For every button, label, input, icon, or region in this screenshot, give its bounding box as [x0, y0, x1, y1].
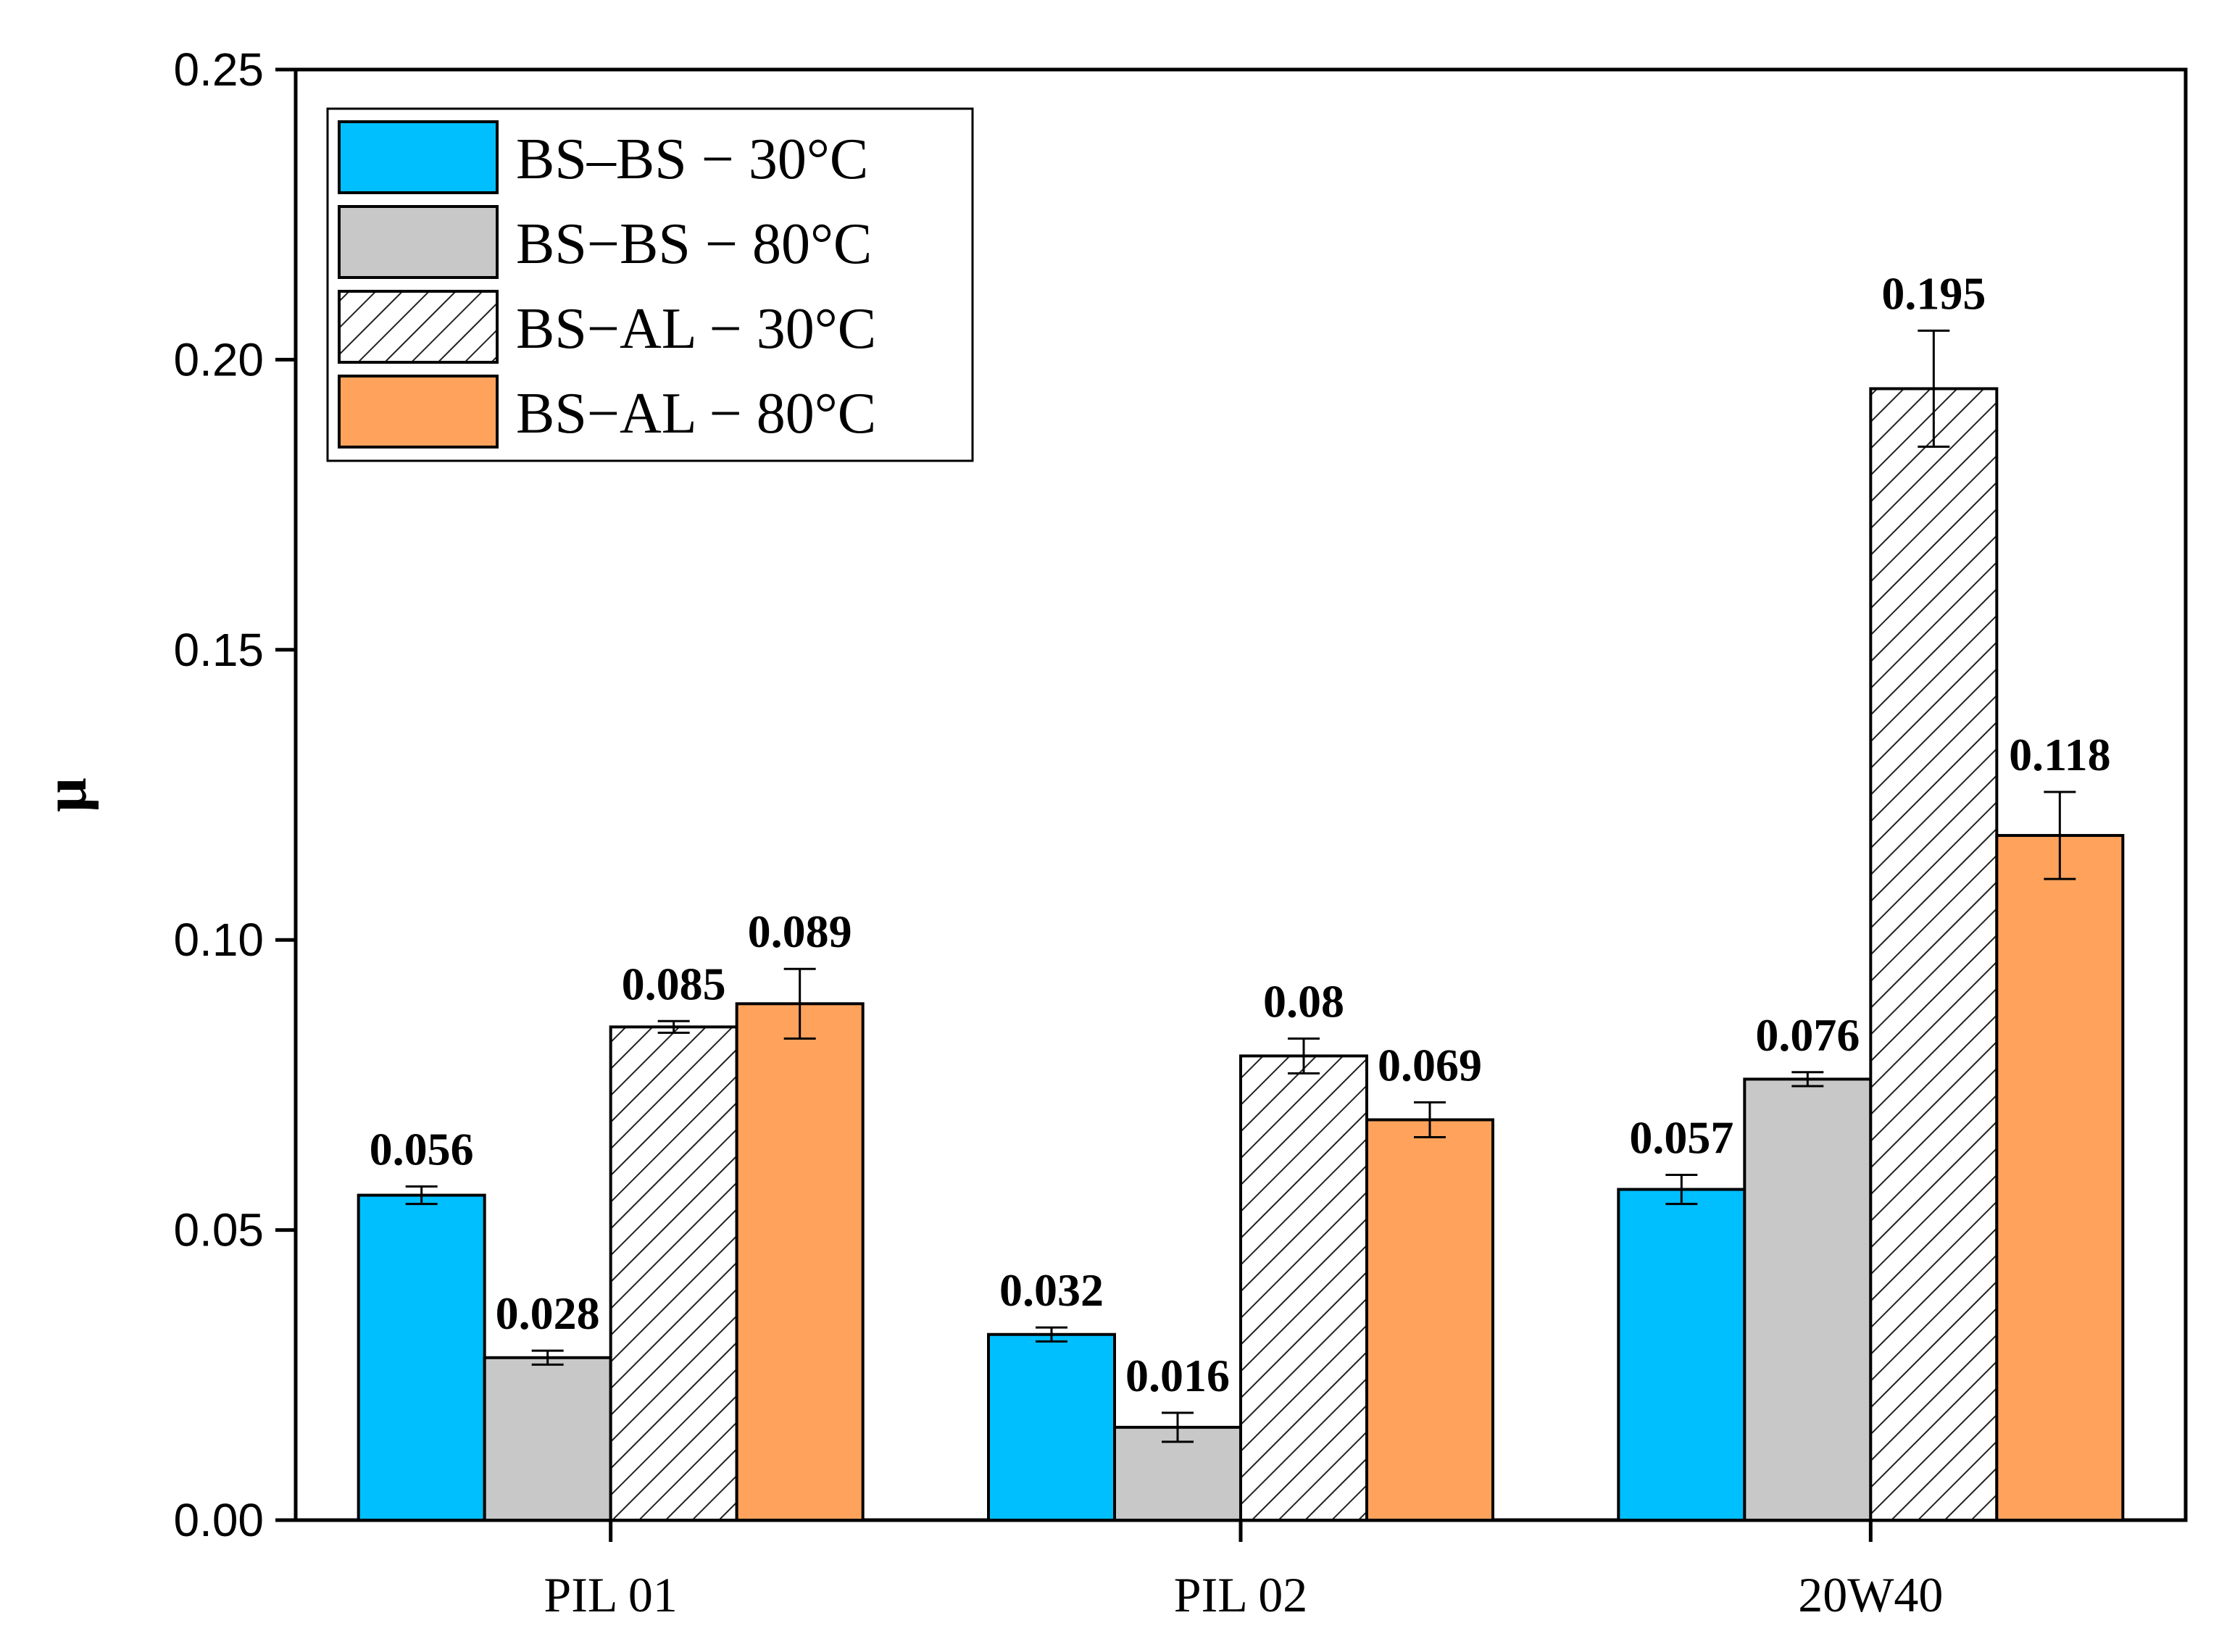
bar	[1869, 387, 1999, 1522]
x-tick-label: 20W40	[1798, 1567, 1943, 1622]
data-label: 0.057	[1629, 1112, 1733, 1164]
y-tick-label: 0.10	[173, 914, 264, 966]
y-tick-label: 0.05	[173, 1204, 264, 1256]
y-tick-label: 0.25	[173, 43, 264, 96]
y-tick-label: 0.15	[173, 624, 264, 676]
data-label: 0.028	[496, 1288, 600, 1339]
legend-label: BS–BS − 30°C	[516, 128, 868, 191]
legend-label: BS−AL − 30°C	[516, 297, 876, 361]
data-label: 0.118	[2009, 729, 2110, 780]
data-label: 0.032	[999, 1264, 1104, 1316]
y-tick-label: 0.00	[173, 1494, 264, 1546]
bar	[357, 1193, 486, 1522]
bar	[735, 1002, 865, 1522]
bar	[987, 1332, 1116, 1522]
legend-swatch	[338, 120, 499, 194]
data-label: 0.195	[1881, 267, 1986, 319]
legend: BS–BS − 30°C BS−BS − 80°C BS−AL − 30°C BS−A…	[326, 107, 974, 462]
bar-marks	[357, 329, 2125, 1522]
x-tick-label: PIL 01	[544, 1567, 677, 1622]
legend-swatch	[338, 375, 499, 449]
data-label: 0.08	[1263, 975, 1344, 1027]
bar	[1743, 1077, 1873, 1522]
bar	[1617, 1188, 1747, 1522]
x-tick-label: PIL 02	[1174, 1567, 1307, 1622]
bar	[1239, 1054, 1368, 1522]
data-label: 0.069	[1378, 1039, 1482, 1090]
legend-label: BS−BS − 80°C	[516, 212, 872, 276]
legend-swatch	[338, 205, 499, 279]
data-label: 0.016	[1125, 1350, 1230, 1401]
axes: 0.00 0.05 0.10 0.15 0.20 0.25 μ PIL 01 PIL 02 20W…	[32, 43, 1943, 1622]
y-tick-label: 0.20	[173, 333, 264, 385]
data-label: 0.056	[370, 1124, 474, 1175]
data-label: 0.076	[1755, 1009, 1860, 1061]
bar	[483, 1356, 612, 1522]
data-label: 0.085	[622, 958, 726, 1009]
legend-label: BS−AL − 80°C	[516, 382, 876, 446]
y-axis-title: μ	[32, 777, 99, 812]
bar	[609, 1025, 738, 1522]
data-label: 0.089	[748, 906, 852, 957]
data-labels: 0.056 0.028 0.085 0.089 0.032 0.016 0.08 0.069 0…	[370, 267, 2111, 1401]
bar	[1995, 834, 2125, 1522]
legend-swatch	[338, 290, 499, 364]
bar	[1365, 1118, 1494, 1522]
